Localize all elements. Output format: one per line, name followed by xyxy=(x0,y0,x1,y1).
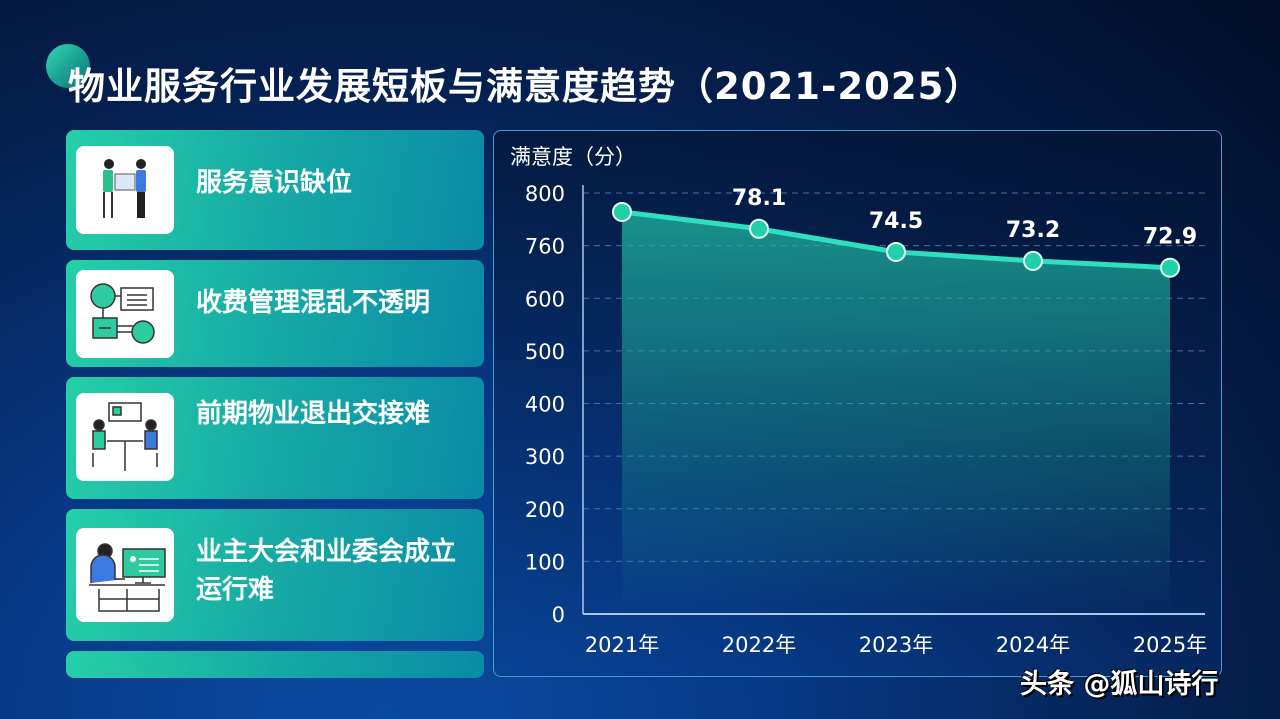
card-label: 业主大会和业委会成立运行难 xyxy=(196,537,457,605)
title-decoration xyxy=(46,44,90,88)
data-point xyxy=(886,241,906,262)
x-tick-label: 2021年 xyxy=(585,633,659,657)
data-label: 74.5 xyxy=(869,209,923,234)
x-tick-label: 2023年 xyxy=(859,633,933,657)
y-tick-label: 400 xyxy=(525,393,565,417)
y-tick-label: 600 xyxy=(525,287,565,311)
card-handover: 前期物业退出交接难 xyxy=(66,377,484,499)
y-tick-label: 800 xyxy=(525,182,565,206)
y-tick-label: 0 xyxy=(552,603,565,627)
meeting-table-icon xyxy=(76,393,174,481)
y-tick-label: 100 xyxy=(525,550,565,574)
y-tick-label: 300 xyxy=(525,445,565,469)
data-label: 73.2 xyxy=(1006,218,1060,243)
person-computer-icon xyxy=(76,528,174,622)
card-label: 收费管理混乱不透明 xyxy=(196,288,431,318)
y-axis-label: 满意度（分） xyxy=(510,145,636,169)
x-tick-label: 2022年 xyxy=(722,633,796,657)
data-point xyxy=(1160,257,1180,278)
data-point xyxy=(749,218,769,239)
y-tick-label: 200 xyxy=(525,498,565,522)
x-tick-label: 2025年 xyxy=(1133,633,1207,657)
data-point xyxy=(1023,250,1043,271)
y-tick-label: 760 xyxy=(525,235,565,259)
data-point xyxy=(612,201,632,222)
flowchart-icon xyxy=(76,270,174,358)
y-tick-label: 500 xyxy=(525,340,565,364)
card-service-awareness: 服务意识缺位 xyxy=(66,130,484,250)
data-label: 72.9 xyxy=(1143,225,1197,250)
page-title: 物业服务行业发展短板与满意度趋势（2021-2025） xyxy=(68,65,983,108)
card-label: 服务意识缺位 xyxy=(196,168,353,198)
area-fill xyxy=(622,211,1170,614)
card-label: 前期物业退出交接难 xyxy=(196,399,431,429)
card-fee-management: 收费管理混乱不透明 xyxy=(66,260,484,367)
watermark: 头条 @狐山诗行 xyxy=(1020,669,1219,700)
data-label: 78.1 xyxy=(732,186,786,211)
card-partial xyxy=(66,651,484,678)
people-handover-icon xyxy=(76,146,174,234)
x-tick-label: 2024年 xyxy=(996,633,1070,657)
card-owners-committee: 业主大会和业委会成立运行难 xyxy=(66,509,484,641)
